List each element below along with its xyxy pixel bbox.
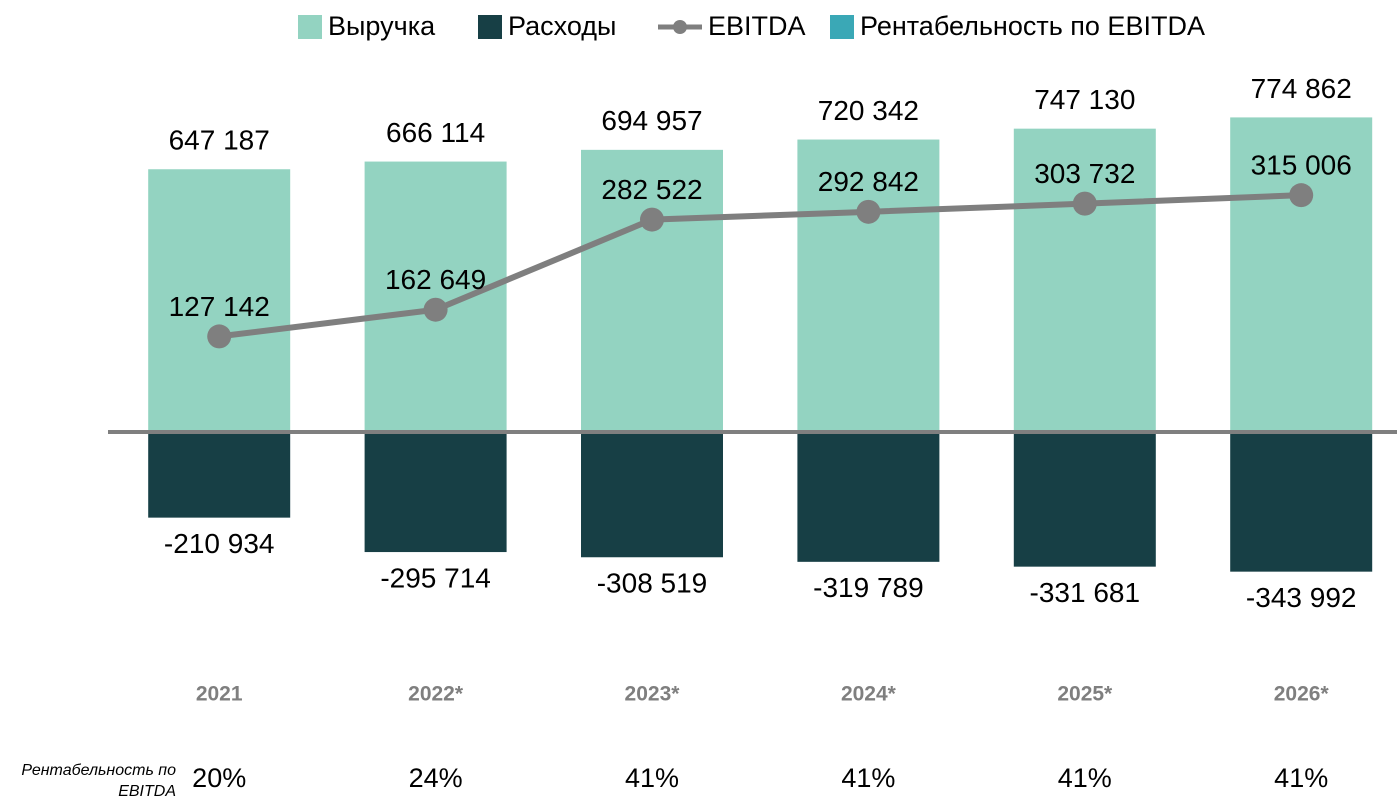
bar (364, 161, 507, 432)
x-tick-label: 2023* (625, 683, 681, 706)
bar (1013, 432, 1156, 567)
bar (364, 432, 507, 553)
line (218, 192, 1302, 340)
margin-value: 24% (409, 763, 463, 793)
margin-value: 41% (841, 763, 895, 793)
data-label: -343 992 (1246, 582, 1357, 613)
margin-value: 41% (1058, 763, 1112, 793)
line-dot (1289, 183, 1314, 208)
bar (581, 432, 723, 558)
bar (1230, 117, 1373, 432)
data-label: 720 342 (818, 95, 919, 126)
margin-value: 20% (192, 763, 246, 793)
data-label: -295 714 (380, 562, 491, 593)
bar (1230, 432, 1373, 572)
data-label: -319 789 (813, 572, 924, 603)
bar (148, 169, 291, 433)
margin-value: 41% (1274, 763, 1328, 793)
data-label: 666 114 (386, 117, 485, 148)
data-label: -308 519 (597, 568, 708, 599)
data-label: 647 187 (169, 125, 270, 156)
line-dot (640, 207, 664, 232)
data-label: 747 130 (1034, 84, 1135, 115)
bar (797, 139, 940, 433)
data-label: 162 649 (385, 264, 486, 295)
legend-label: Выручка (328, 11, 436, 41)
margin-value: 41% (625, 763, 679, 793)
line-dot (856, 199, 881, 224)
bar (1013, 128, 1156, 432)
data-label: 282 522 (601, 174, 702, 205)
line-dot (207, 324, 232, 349)
data-label: 292 842 (818, 166, 919, 197)
data-label: -210 934 (164, 528, 275, 559)
x-tick-label: 2024* (841, 683, 897, 706)
data-label: 774 862 (1251, 73, 1352, 104)
line-dot (1072, 191, 1097, 216)
legend-swatch (298, 15, 322, 39)
legend-swatch (830, 15, 854, 39)
data-label: 694 957 (601, 105, 702, 136)
data-label: -331 681 (1030, 577, 1141, 608)
line-dot (423, 297, 448, 322)
legend-label: Рентабельность по EBITDA (860, 11, 1205, 41)
bar (148, 432, 291, 518)
x-tick-label: 2025* (1057, 683, 1113, 706)
x-tick-label: 2022* (408, 683, 464, 706)
legend-swatch (478, 15, 502, 39)
data-label: 127 142 (169, 291, 270, 322)
row-label: Рентабельность по EBITDA (21, 762, 176, 800)
data-label: 315 006 (1251, 150, 1352, 181)
data-label: 303 732 (1034, 158, 1135, 189)
legend-label: Расходы (508, 11, 616, 41)
bar (581, 149, 723, 432)
bar (797, 432, 940, 562)
legend-dot (673, 20, 687, 34)
x-tick-label: 2021 (196, 683, 243, 706)
x-tick-label: 2026* (1274, 683, 1330, 706)
legend-label: EBITDA (708, 11, 806, 41)
